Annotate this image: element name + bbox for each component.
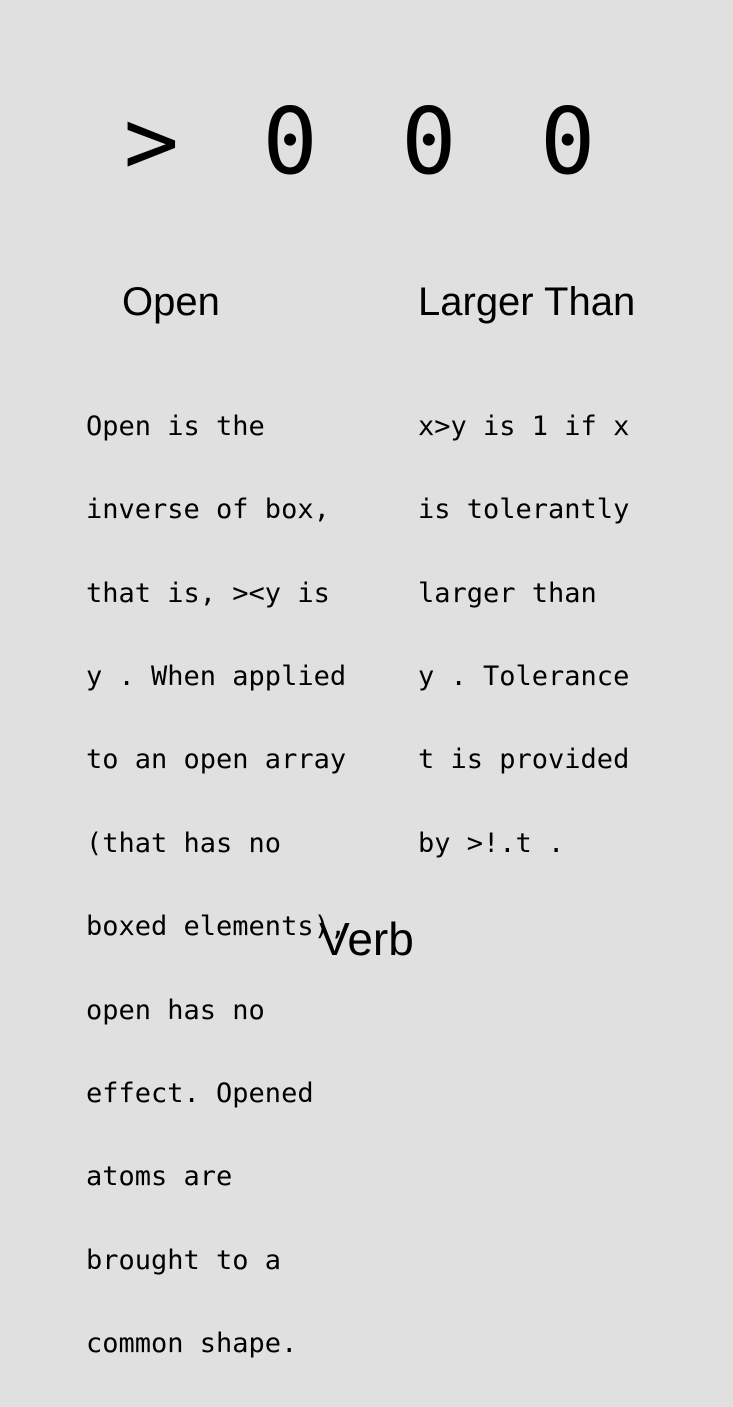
description-line: Open is the: [86, 410, 265, 442]
dyad-description: x>y is 1 if x is tolerantly larger than …: [418, 364, 718, 906]
description-line: common shape.: [86, 1328, 298, 1360]
description-line: to an open array: [86, 744, 347, 776]
part-of-speech-label: Verb: [319, 913, 414, 965]
monad-description: Open is the inverse of box, that is, ><y…: [86, 364, 386, 1407]
description-line: boxed elements),: [86, 911, 347, 943]
description-line: y . Tolerance: [418, 660, 630, 692]
description-line: effect. Opened: [86, 1077, 314, 1109]
description-line: by >!.t .: [418, 827, 565, 859]
description-line: larger than: [418, 577, 597, 609]
description-line: atoms are: [86, 1161, 233, 1193]
description-line: that is, ><y is: [86, 577, 330, 609]
dyad-title: Larger Than: [418, 280, 636, 324]
description-line: brought to a: [86, 1244, 282, 1276]
monad-title: Open: [122, 280, 220, 324]
description-line: is tolerantly: [418, 494, 630, 526]
description-line: open has no: [86, 994, 265, 1026]
description-line: t is provided: [418, 744, 630, 776]
description-line: y . When applied: [86, 660, 347, 692]
primitive-glyph: > 0 0 0: [123, 88, 610, 195]
description-line: (that has no: [86, 827, 282, 859]
description-line: x>y is 1 if x: [418, 410, 630, 442]
description-line: inverse of box,: [86, 494, 330, 526]
